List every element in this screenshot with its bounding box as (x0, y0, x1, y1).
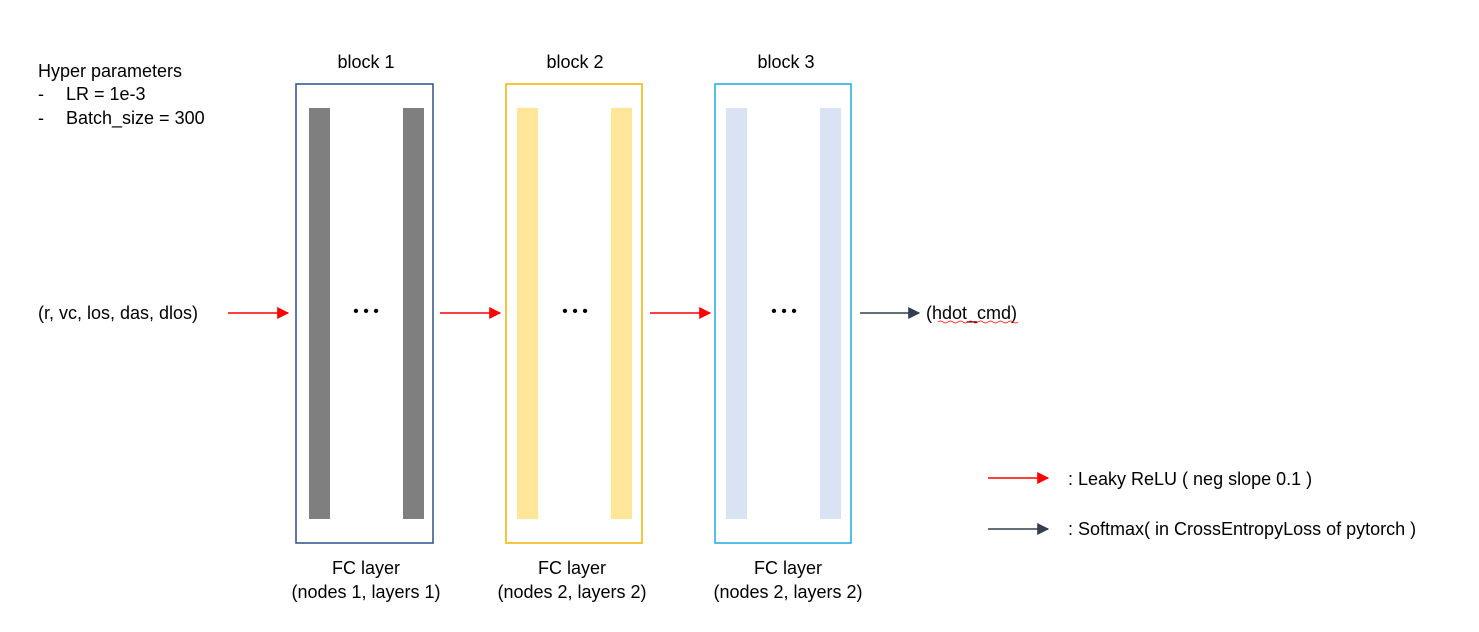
output-label: (hdot_cmd) (926, 303, 1017, 324)
hyper-parameter-lr: LR = 1e-3 (66, 84, 146, 104)
hyper-parameters-title: Hyper parameters (38, 61, 182, 81)
block-1-footer-config: (nodes 1, layers 1) (291, 582, 440, 602)
block-2-ellipsis: • • • (562, 303, 588, 320)
block-1-last-layer-bar (403, 108, 424, 519)
hyper-parameters: Hyper parameters - LR = 1e-3 - Batch_siz… (38, 61, 205, 129)
block-1-footer-type: FC layer (332, 558, 400, 578)
block-3-footer-type: FC layer (754, 558, 822, 578)
legend-leaky-relu-label: : Leaky ReLU ( neg slope 0.1 ) (1068, 469, 1312, 489)
block-3: block 3 • • • FC layer (nodes 2, layers … (713, 52, 862, 602)
block-2-footer-config: (nodes 2, layers 2) (497, 582, 646, 602)
block-3-last-layer-bar (820, 108, 841, 519)
block-2-title: block 2 (546, 52, 603, 72)
legend: : Leaky ReLU ( neg slope 0.1 ) : Softmax… (988, 469, 1416, 539)
hyper-parameter-batch-size: Batch_size = 300 (66, 108, 205, 129)
block-3-ellipsis: • • • (771, 303, 797, 320)
block-1-ellipsis: • • • (353, 303, 379, 320)
block-2: block 2 • • • FC layer (nodes 2, layers … (497, 52, 646, 602)
hyper-parameter-bullet: - (38, 84, 44, 104)
block-3-frame (714, 83, 852, 544)
block-1: block 1 • • • FC layer (nodes 1, layers … (291, 52, 440, 602)
legend-softmax-label: : Softmax( in CrossEntropyLoss of pytorc… (1068, 519, 1416, 539)
block-2-first-layer-bar (517, 108, 538, 519)
input-label: (r, vc, los, das, dlos) (38, 303, 198, 323)
block-2-last-layer-bar (611, 108, 632, 519)
hyper-parameter-bullet: - (38, 108, 44, 128)
block-1-title: block 1 (337, 52, 394, 72)
spellcheck-underline (937, 320, 1019, 324)
block-1-first-layer-bar (309, 108, 330, 519)
block-2-footer-type: FC layer (538, 558, 606, 578)
block-3-footer-config: (nodes 2, layers 2) (713, 582, 862, 602)
block-2-frame (505, 83, 643, 544)
block-3-first-layer-bar (726, 108, 747, 519)
block-3-title: block 3 (757, 52, 814, 72)
block-1-frame (295, 83, 434, 544)
